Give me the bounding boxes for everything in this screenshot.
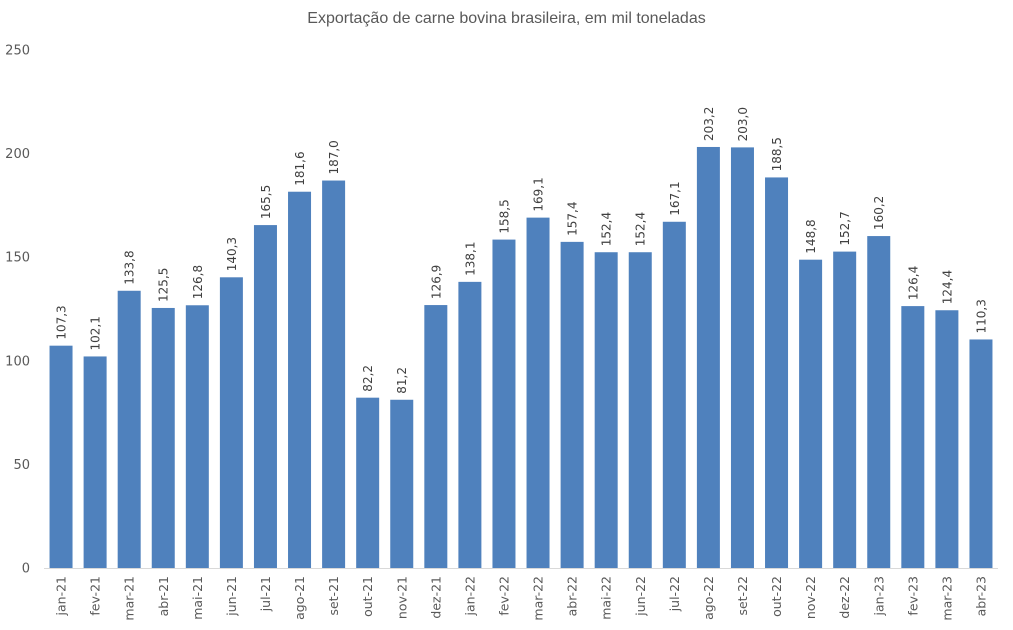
bar-mar-21 xyxy=(117,290,141,568)
data-label: 167,1 xyxy=(668,181,682,215)
y-tick-label: 150 xyxy=(5,251,30,266)
x-tick-label: jan-22 xyxy=(462,576,477,616)
data-label: 152,7 xyxy=(838,211,852,245)
bar-jun-21 xyxy=(219,277,243,568)
x-tick-label: mar-23 xyxy=(939,576,954,621)
y-tick-label: 250 xyxy=(5,44,30,59)
data-label: 107,3 xyxy=(55,305,69,339)
x-tick-label: mai-21 xyxy=(190,576,205,620)
x-tick-label: abr-22 xyxy=(565,576,580,616)
data-label: 125,5 xyxy=(157,268,171,302)
data-label: 102,1 xyxy=(89,316,103,350)
data-label: 181,6 xyxy=(293,151,307,185)
x-tick-label: fev-23 xyxy=(905,576,920,616)
data-label: 126,8 xyxy=(191,265,205,299)
x-tick-label: fev-22 xyxy=(496,576,511,616)
bar-jan-21 xyxy=(49,345,73,568)
x-tick-label: ago-22 xyxy=(701,576,716,620)
data-label: 203,0 xyxy=(736,107,750,141)
data-label: 158,5 xyxy=(497,199,511,233)
data-label: 188,5 xyxy=(770,137,784,171)
bar-set-21 xyxy=(322,180,346,568)
x-tick-label: jul-22 xyxy=(667,576,682,612)
bar-fev-23 xyxy=(901,306,925,568)
bar-dez-21 xyxy=(424,305,448,568)
data-label: 82,2 xyxy=(361,365,375,392)
bar-out-22 xyxy=(765,177,789,569)
x-tick-label: jan-23 xyxy=(871,576,886,616)
data-label: 157,4 xyxy=(566,202,580,236)
y-axis: 0 50 100 150 200 250 xyxy=(5,44,30,577)
data-label: 165,5 xyxy=(259,185,273,219)
x-tick-label: jun-21 xyxy=(224,576,239,617)
data-label: 133,8 xyxy=(123,250,137,284)
y-tick-label: 50 xyxy=(13,458,30,473)
x-tick-label: out-21 xyxy=(360,576,375,617)
x-tick-label: dez-21 xyxy=(428,576,443,619)
data-label: 160,2 xyxy=(872,196,886,230)
data-label: 148,8 xyxy=(804,219,818,253)
data-label: 203,2 xyxy=(702,107,716,141)
data-label: 138,1 xyxy=(463,241,477,275)
bar-fev-22 xyxy=(492,239,516,568)
bar-ago-21 xyxy=(288,191,312,568)
data-label: 81,2 xyxy=(395,367,409,394)
bar-mar-23 xyxy=(935,310,959,568)
bar-jul-22 xyxy=(662,221,686,568)
bar-jan-22 xyxy=(458,281,482,568)
data-label: 126,4 xyxy=(906,266,920,300)
bar-abr-23 xyxy=(969,339,993,568)
bars-group xyxy=(49,146,993,569)
data-labels-group: 107,3 102,1 133,8 125,5 126,8 140,3 165,5 181,6… xyxy=(55,107,989,394)
x-tick-label: abr-21 xyxy=(156,576,171,616)
x-tick-label: nov-21 xyxy=(394,576,409,619)
data-label: 152,4 xyxy=(634,212,648,246)
bar-abr-21 xyxy=(151,307,175,568)
x-tick-label: jul-21 xyxy=(258,576,273,612)
x-tick-label: abr-23 xyxy=(973,576,988,616)
x-tick-label: dez-22 xyxy=(837,576,852,619)
data-label: 140,3 xyxy=(225,237,239,271)
bar-jun-22 xyxy=(628,252,652,568)
bar-mai-21 xyxy=(185,305,209,568)
data-label: 110,3 xyxy=(974,299,988,333)
y-tick-label: 0 xyxy=(22,562,30,577)
bar-mai-22 xyxy=(594,252,618,568)
data-label: 126,9 xyxy=(429,265,443,299)
x-tick-label: jun-22 xyxy=(633,576,648,617)
x-tick-label: mar-22 xyxy=(531,576,546,621)
bar-fev-21 xyxy=(83,356,107,568)
bar-mar-22 xyxy=(526,217,550,568)
y-tick-label: 200 xyxy=(5,147,30,162)
x-tick-label: set-22 xyxy=(735,576,750,616)
bar-ago-22 xyxy=(696,146,720,568)
bar-jan-23 xyxy=(867,236,891,568)
chart-title: Exportação de carne bovina brasileira, e… xyxy=(307,10,706,27)
bar-dez-22 xyxy=(833,251,857,569)
x-tick-label: mar-21 xyxy=(122,576,137,621)
x-tick-label: out-22 xyxy=(769,576,784,617)
y-tick-label: 100 xyxy=(5,354,30,369)
bar-nov-22 xyxy=(799,259,823,568)
data-label: 187,0 xyxy=(327,140,341,174)
bar-nov-21 xyxy=(390,399,414,568)
x-tick-label: nov-22 xyxy=(803,576,818,619)
x-tick-label: fev-21 xyxy=(88,576,103,616)
bar-abr-22 xyxy=(560,241,584,569)
bar-jul-21 xyxy=(253,225,277,569)
data-label: 152,4 xyxy=(600,212,614,246)
bar-set-22 xyxy=(730,147,754,568)
data-label: 169,1 xyxy=(532,177,546,211)
x-tick-label: mai-22 xyxy=(599,576,614,620)
x-tick-label: set-21 xyxy=(326,576,341,616)
x-tick-label: jan-21 xyxy=(54,576,69,616)
x-axis: jan-21 fev-21 mar-21 abr-21 mai-21 jun-21 jul-… xyxy=(54,576,989,621)
bar-out-21 xyxy=(356,397,380,568)
data-label: 124,4 xyxy=(940,270,954,304)
x-tick-label: ago-21 xyxy=(292,576,307,620)
